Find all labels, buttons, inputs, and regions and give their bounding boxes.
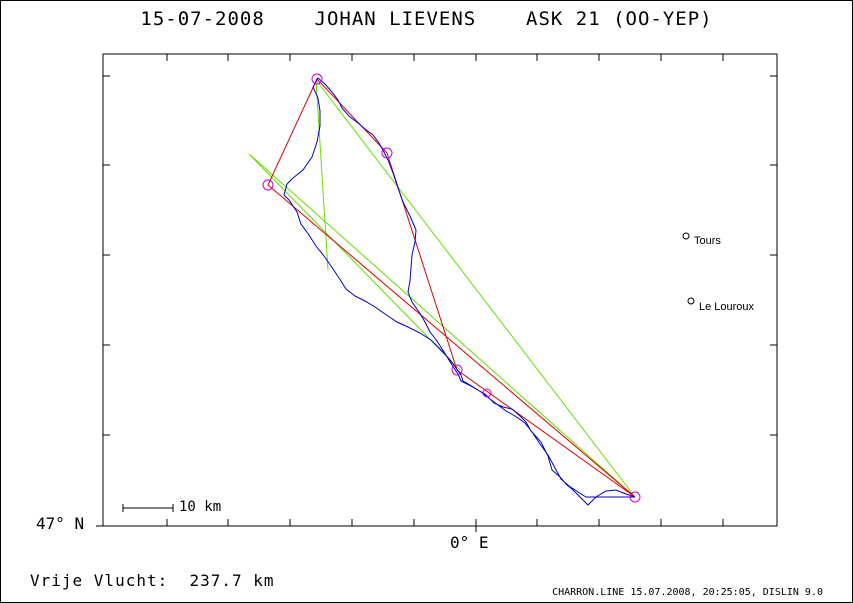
footer-info: CHARRON.LINE 15.07.2008, 20:25:05, DISLI… [552, 587, 823, 598]
longitude-label: 0° E [450, 533, 489, 552]
town-label-le-louroux: Le Louroux [699, 301, 755, 313]
flight-title: 15-07-2008 JOHAN LIEVENS ASK 21 (OO-YEP) [140, 8, 713, 30]
scale-bar [122, 504, 174, 512]
task-lines-red [267, 78, 636, 498]
turnpoint-marker [451, 364, 463, 376]
turnpoint-marker [482, 388, 492, 398]
town-marker-icon [687, 297, 695, 305]
task-lines-green [248, 78, 636, 498]
turnpoint-marker [381, 147, 393, 159]
scale-bar-label: 10 km [179, 499, 222, 515]
turnpoint-marker [629, 491, 641, 503]
turnpoint-marker [311, 73, 323, 85]
town-tours: Tours [682, 232, 721, 247]
town-marker-icon [682, 232, 690, 240]
flight-track [283, 77, 636, 506]
axis-ticks [96, 54, 777, 532]
plot-frame [102, 53, 778, 527]
town-label-tours: Tours [694, 235, 721, 247]
latitude-label: 47° N [36, 514, 85, 533]
town-le-louroux: Le Louroux [687, 297, 755, 313]
turnpoint-marker [262, 179, 274, 191]
free-flight-distance: Vrije Vlucht: 237.7 km [30, 571, 275, 590]
turnpoints [262, 73, 641, 503]
